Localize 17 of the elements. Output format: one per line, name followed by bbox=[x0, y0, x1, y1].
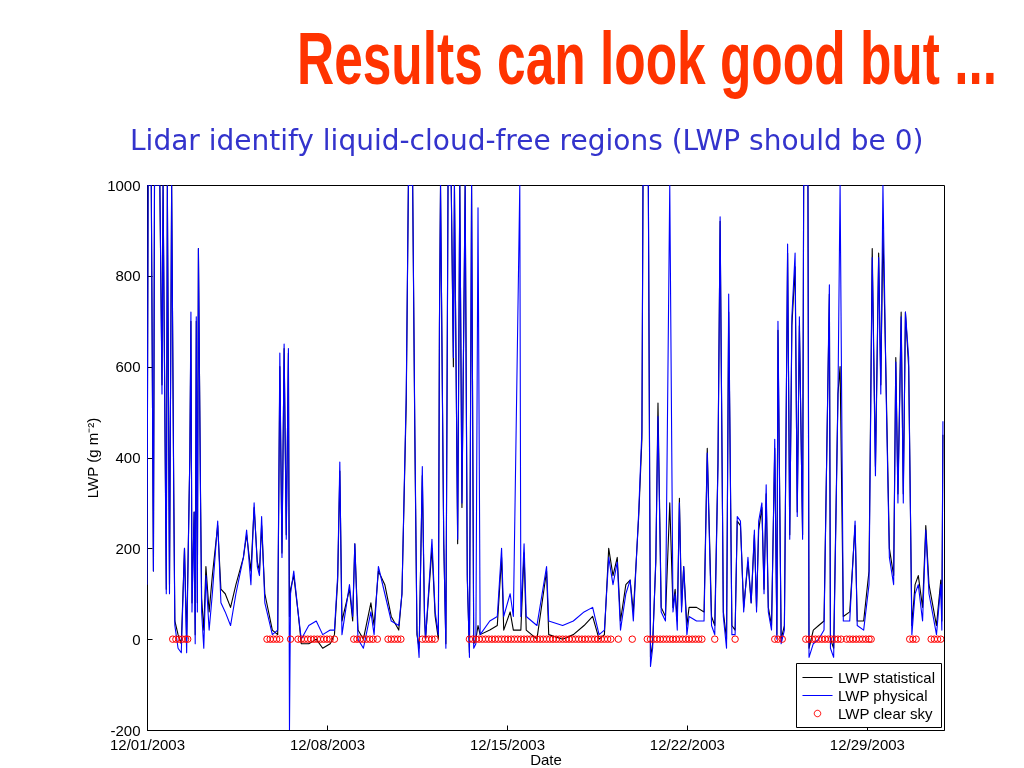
x-axis-title: Date bbox=[530, 750, 562, 768]
x-tick-label: 12/29/2003 bbox=[829, 735, 905, 753]
x-tick-label: 12/15/2003 bbox=[469, 735, 545, 753]
y-tick-label: 200 bbox=[115, 539, 141, 557]
legend-label: LWP physical bbox=[838, 686, 928, 704]
chart-subtitle: Lidar identify liquid-cloud-free regions (LWP should be 0) bbox=[130, 123, 924, 159]
x-tick-label: 12/22/2003 bbox=[649, 735, 725, 753]
y-tick-label: 0 bbox=[132, 630, 141, 648]
legend-label: LWP statistical bbox=[838, 668, 935, 686]
y-tick-label: 600 bbox=[115, 358, 141, 376]
legend-label: LWP clear sky bbox=[838, 704, 933, 722]
y-tick-label: 1000 bbox=[107, 176, 141, 194]
chart-title: Results can look good but ... bbox=[297, 16, 997, 102]
x-tick-label: 12/08/2003 bbox=[289, 735, 366, 753]
y-tick-label: 800 bbox=[115, 267, 141, 285]
y-axis-title: LWP (g m⁻²) bbox=[84, 417, 102, 499]
y-tick-label: 400 bbox=[115, 449, 141, 466]
